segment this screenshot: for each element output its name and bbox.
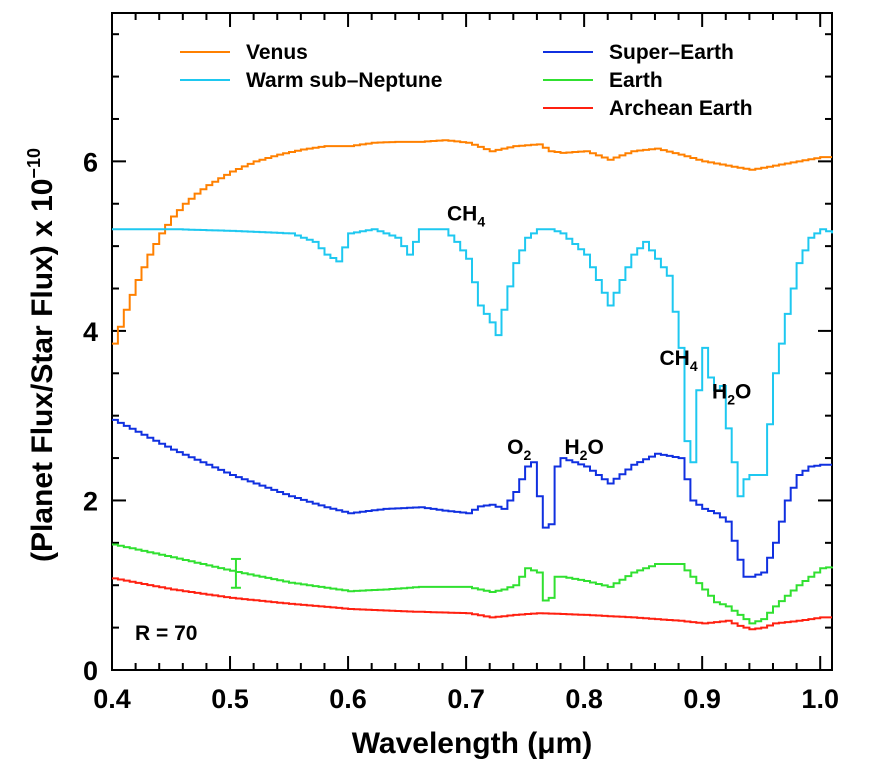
y-tick-label: 4: [83, 317, 98, 347]
series-line: [112, 577, 832, 631]
legend-label: Earth: [609, 69, 663, 92]
y-tick-label: 6: [83, 147, 98, 177]
molecule-label: H2O: [712, 381, 751, 408]
x-tick-label: 1.0: [801, 684, 839, 714]
x-tick-label: 0.9: [683, 684, 721, 714]
y-tick-label: 0: [83, 656, 98, 686]
series-line: [112, 543, 833, 625]
resolution-label: R = 70: [135, 622, 197, 645]
y-axis-title-text: (Planet Flux/Star Flux) x 10: [26, 179, 59, 562]
molecule-label: O2: [507, 436, 531, 463]
x-tick-label: 0.5: [211, 684, 249, 714]
series-line: [112, 139, 832, 345]
molecule-label: CH4: [659, 347, 697, 374]
series-lines: [112, 139, 833, 631]
x-tick-label: 0.4: [93, 684, 131, 714]
error-bar: [230, 557, 241, 589]
legend: Venus Warm sub–Neptune Super–Earth Earth Arc…: [180, 41, 753, 120]
legend-label: Archean Earth: [609, 97, 753, 120]
x-tick-label: 0.8: [565, 684, 603, 714]
plot-frame: [111, 12, 833, 671]
molecule-label: H2O: [564, 436, 603, 463]
annotations: CH4 CH4 H2O O2 H2O: [447, 203, 751, 463]
x-tick-label: 0.7: [447, 684, 485, 714]
x-axis-title: Wavelength (μm): [352, 727, 593, 760]
legend-label: Warm sub–Neptune: [246, 69, 442, 92]
legend-label: Venus: [246, 41, 308, 64]
x-tick-label: 0.6: [329, 684, 367, 714]
y-tick-label: 2: [83, 486, 98, 516]
series-line: [112, 228, 833, 498]
y-tick-labels: 0 2 4 6: [83, 147, 98, 686]
y-axis-title-exponent: −10: [24, 148, 44, 179]
axis-ticks: [111, 13, 832, 671]
series-line: [112, 418, 832, 578]
x-tick-labels: 0.4 0.5 0.6 0.7 0.8 0.9 1.0: [93, 684, 839, 714]
legend-label: Super–Earth: [609, 41, 734, 64]
molecule-label: CH4: [447, 203, 485, 230]
y-axis-title: (Planet Flux/Star Flux) x 10−10: [24, 148, 59, 562]
